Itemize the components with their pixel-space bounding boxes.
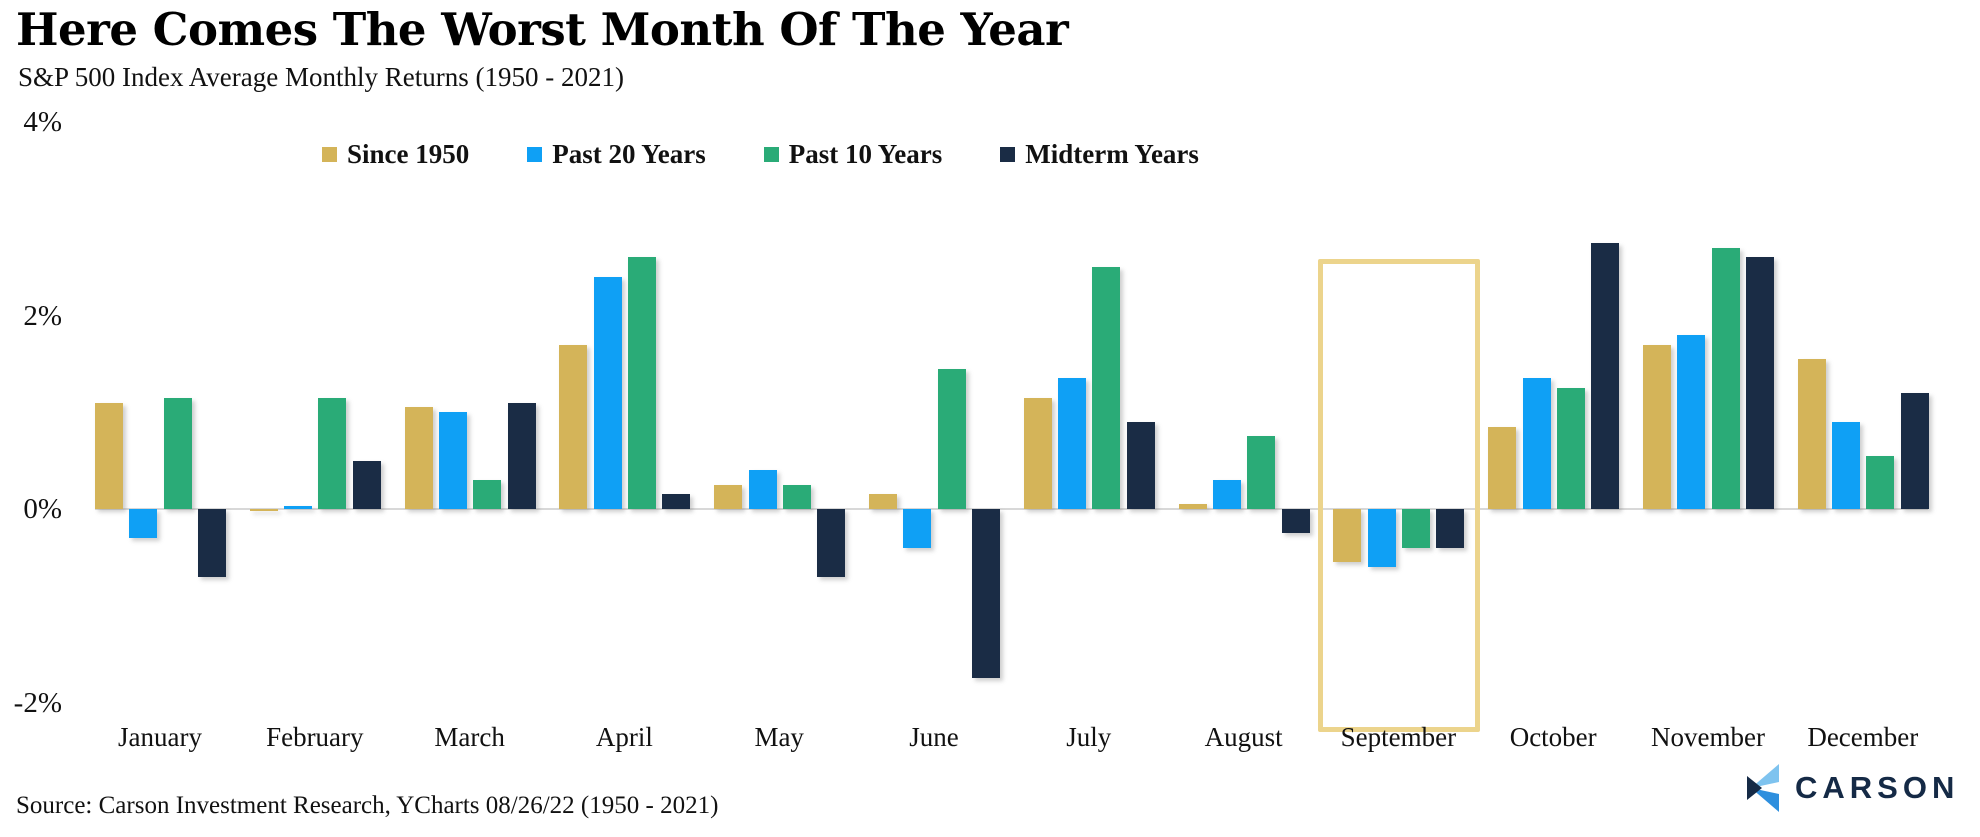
bar-past-20-years-may (748, 470, 777, 509)
legend-item-past-20-years: Past 20 Years (527, 139, 706, 170)
chart-legend: Since 1950 Past 20 Years Past 10 Years Midt… (322, 139, 1199, 170)
bar-since-1950-june (869, 494, 897, 509)
bar-past-10-years-april (628, 257, 656, 509)
bar-past-10-years-november (1711, 247, 1740, 509)
legend-label: Past 20 Years (552, 139, 706, 169)
x-axis-label-september: September (1340, 722, 1457, 752)
legend-swatch-icon (527, 147, 543, 162)
x-axis-label-april: April (595, 722, 653, 752)
legend-item-past-10-years: Past 10 Years (763, 139, 943, 170)
bar-midterm-years-march (507, 402, 536, 509)
x-axis-label-december: December (1807, 722, 1919, 752)
y-axis-tick-neg2pct: -2% (13, 686, 62, 719)
bar-past-10-years-january (163, 397, 192, 509)
bar-past-10-years-september (1402, 509, 1430, 548)
bar-past-10-years-october (1556, 388, 1585, 509)
bar-midterm-years-october (1591, 242, 1620, 509)
carson-logo: CARSON (1745, 762, 1959, 814)
x-axis-label-may: May (754, 722, 804, 752)
bar-midterm-years-november (1745, 257, 1774, 509)
legend-swatch-icon (1000, 147, 1016, 162)
bar-past-20-years-august (1212, 479, 1241, 509)
bar-midterm-years-june (971, 509, 1000, 679)
x-axis-label-february: February (266, 722, 364, 752)
bar-since-1950-may (714, 484, 743, 509)
bar-past-10-years-december (1866, 455, 1895, 509)
bar-past-10-years-july (1092, 267, 1121, 509)
chart-area (95, 122, 1929, 732)
bar-past-20-years-november (1677, 334, 1706, 509)
bar-past-10-years-march (473, 479, 502, 509)
bar-since-1950-april (559, 344, 588, 509)
page-title: Here Comes The Worst Month Of The Year (16, 3, 1069, 56)
legend-swatch-icon (322, 147, 337, 162)
carson-logo-text: CARSON (1795, 770, 1960, 805)
legend-item-midterm-years: Midterm Years (1000, 139, 1199, 170)
bar-past-20-years-september (1367, 509, 1396, 568)
source-text: Source: Carson Investment Research, YCha… (16, 792, 719, 819)
legend-label: Midterm Years (1025, 139, 1199, 169)
legend-swatch-icon (763, 147, 779, 162)
bar-since-1950-december (1797, 359, 1826, 509)
bar-midterm-years-january (197, 509, 226, 577)
legend-label: Since 1950 (347, 139, 470, 169)
bar-past-20-years-march (438, 412, 467, 509)
bar-midterm-years-april (662, 494, 691, 509)
bar-since-1950-august (1178, 504, 1207, 509)
bar-past-20-years-december (1832, 421, 1861, 509)
chart-subtitle: S&P 500 Index Average Monthly Returns (1… (18, 62, 624, 92)
bar-past-20-years-october (1522, 378, 1551, 509)
bar-since-1950-july (1023, 397, 1052, 509)
x-axis-label-march: March (434, 722, 505, 752)
x-axis-label-august: August (1204, 722, 1283, 752)
legend-item-since-1950: Since 1950 (322, 139, 469, 170)
bar-past-20-years-april (593, 276, 622, 509)
zero-axis-line (95, 508, 1928, 510)
bar-past-20-years-january (129, 509, 158, 539)
x-axis-label-january: January (118, 722, 202, 752)
bar-midterm-years-july (1126, 421, 1155, 509)
x-axis-label-june: June (909, 722, 959, 752)
y-axis-tick-2pct: 2% (23, 299, 62, 332)
september-highlight-box (1318, 259, 1480, 732)
bar-midterm-years-september (1436, 509, 1465, 548)
bar-since-1950-march (404, 407, 433, 509)
x-axis-label-october: October (1509, 722, 1597, 752)
bar-since-1950-october (1488, 426, 1517, 509)
bar-past-10-years-june (937, 368, 966, 509)
bar-past-20-years-february (284, 506, 313, 509)
bar-since-1950-january (95, 402, 123, 509)
bar-midterm-years-february (352, 460, 381, 509)
bar-past-10-years-february (318, 397, 347, 509)
legend-label: Past 10 Years (788, 139, 943, 169)
x-axis-label-july: July (1066, 722, 1112, 752)
y-axis-tick-4pct: 4% (23, 106, 62, 138)
y-axis-tick-0pct: 0% (23, 493, 62, 525)
bar-midterm-years-december (1900, 392, 1929, 509)
x-axis-label-november: November (1651, 722, 1765, 752)
bar-past-10-years-may (782, 484, 811, 509)
bar-since-1950-november (1643, 344, 1671, 509)
bar-midterm-years-august (1281, 509, 1310, 534)
bar-past-10-years-august (1247, 436, 1276, 509)
bar-past-20-years-june (903, 509, 932, 548)
bar-midterm-years-may (817, 509, 846, 577)
carson-logo-mark-icon (1747, 764, 1779, 812)
bar-past-20-years-july (1058, 378, 1087, 509)
bar-since-1950-september (1333, 509, 1362, 563)
bar-since-1950-february (249, 509, 278, 511)
